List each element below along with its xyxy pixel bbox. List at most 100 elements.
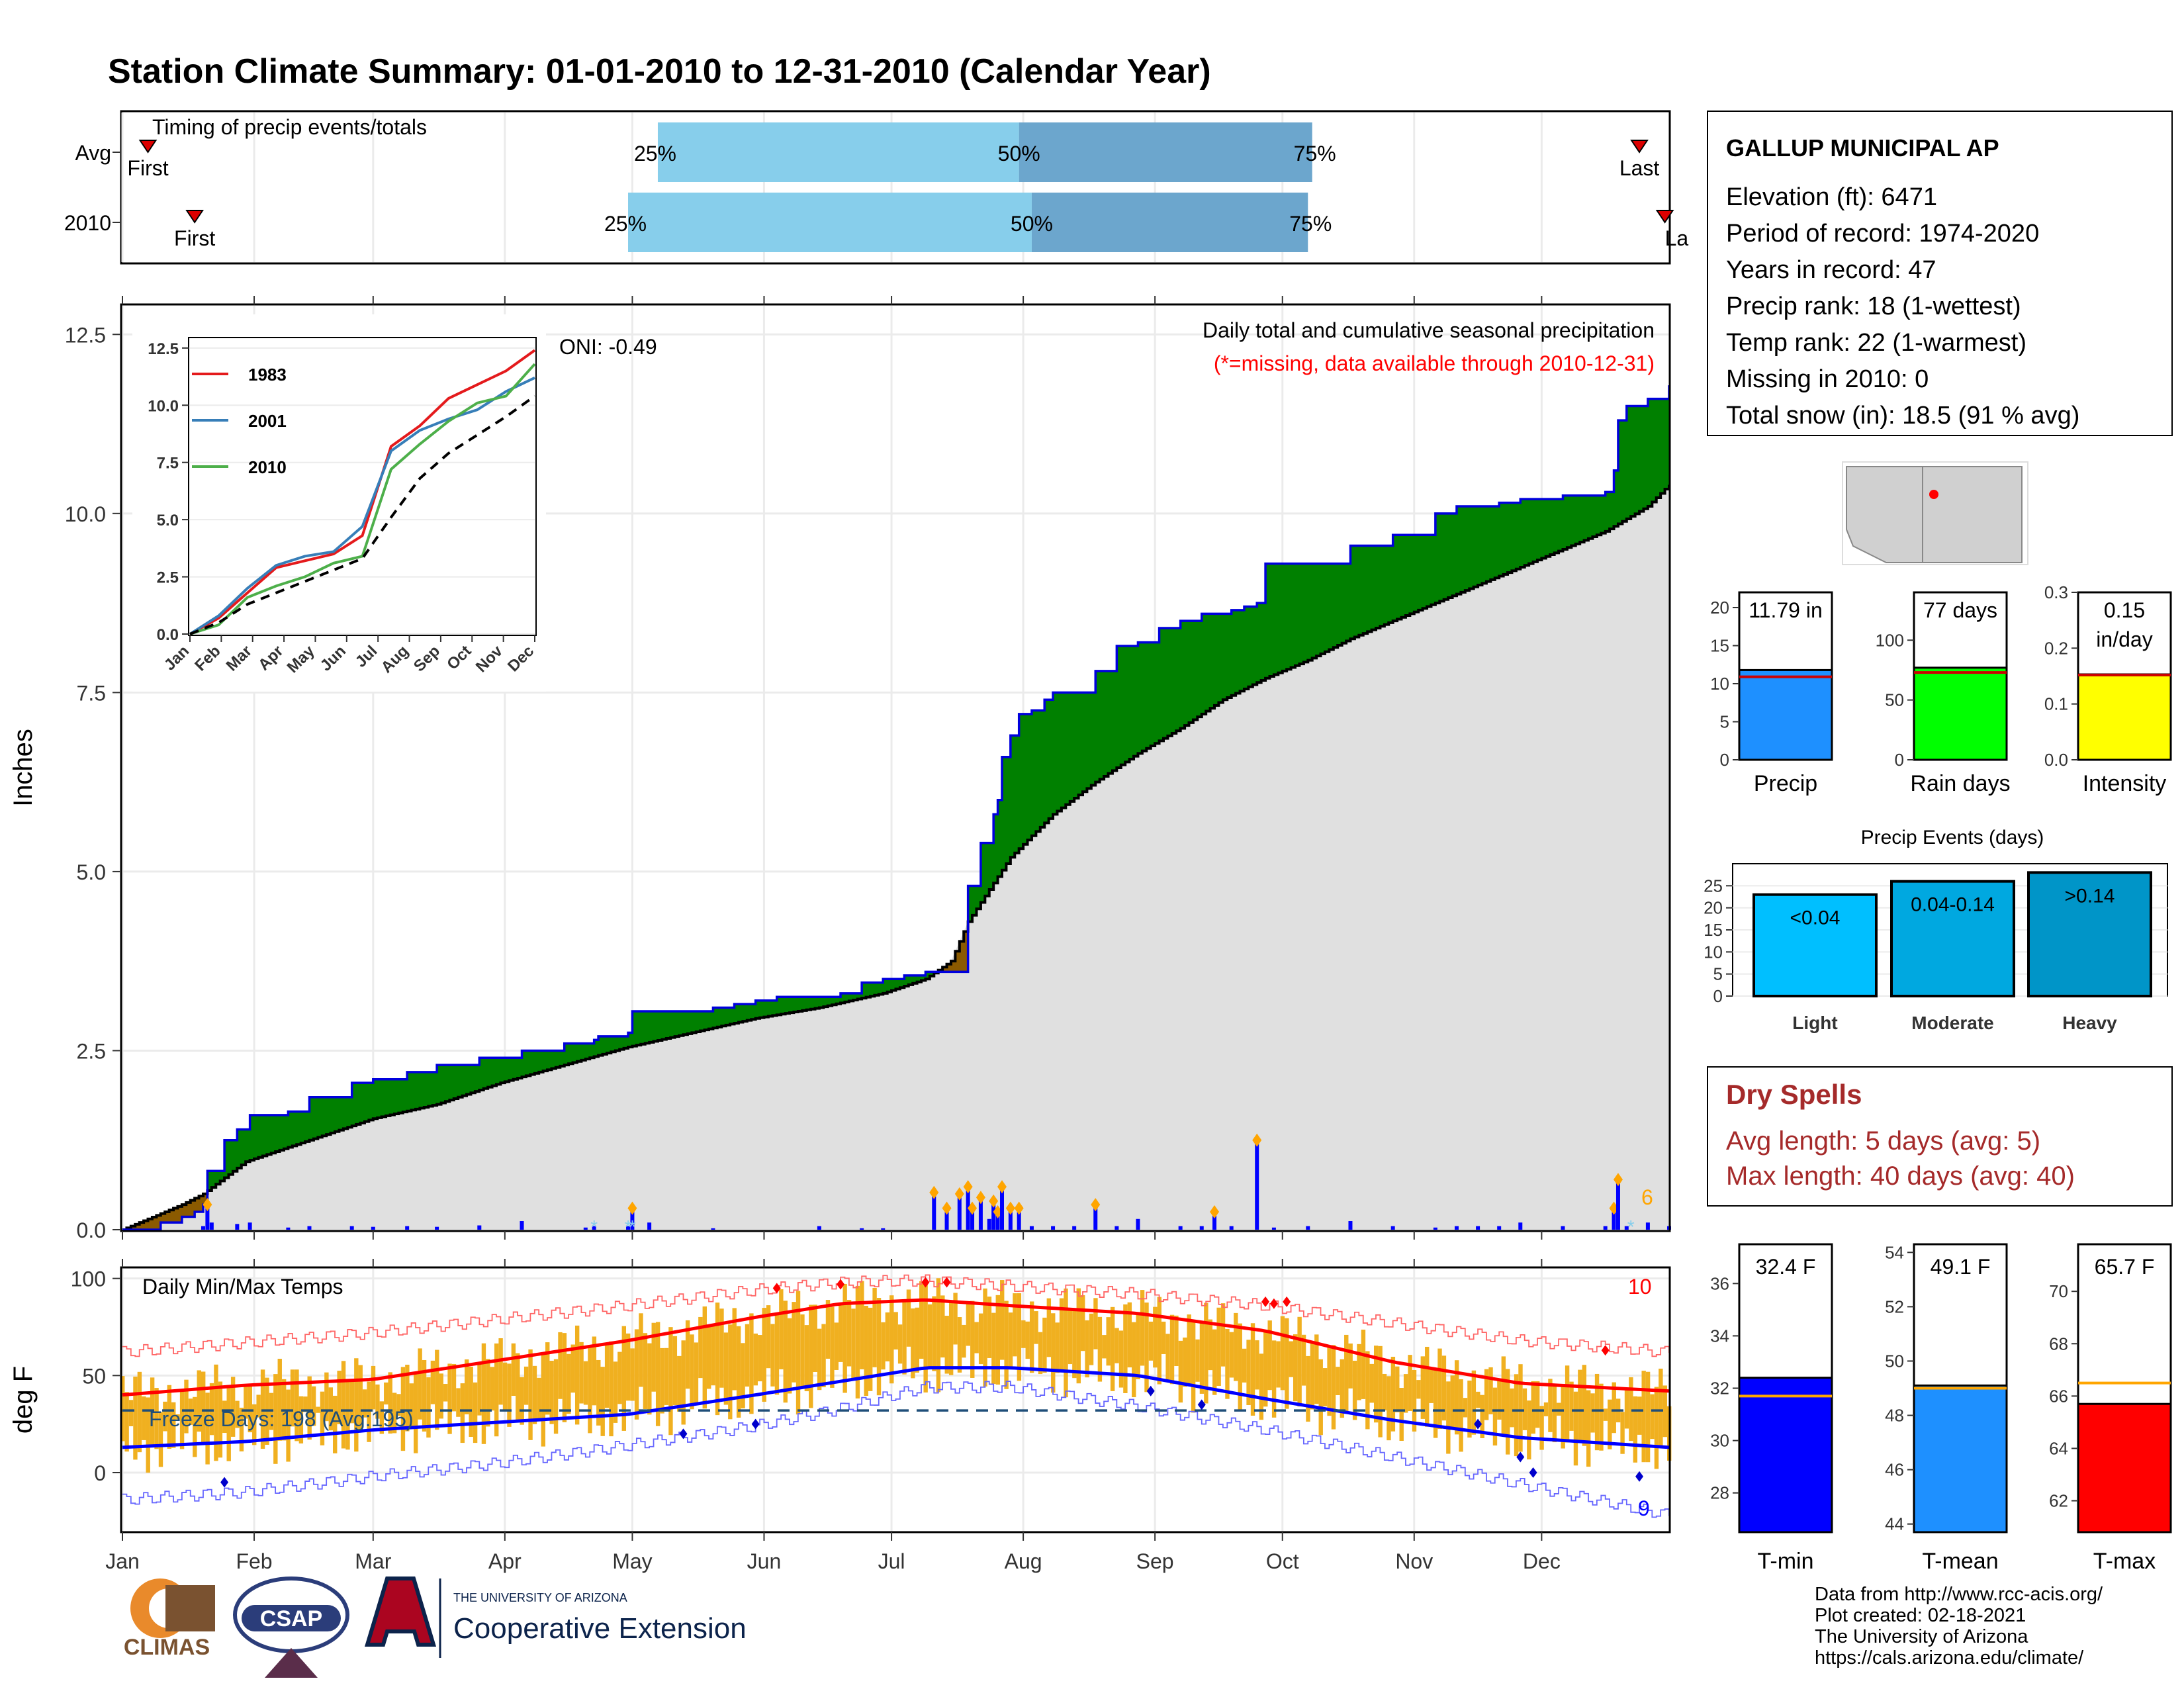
daily-temp-bar (1055, 1322, 1060, 1373)
above-avg-segment (1125, 646, 1130, 762)
above-avg-segment (666, 1011, 671, 1039)
daily-temp-bar (388, 1372, 392, 1434)
above-avg-segment (471, 1065, 476, 1093)
daily-temp-bar (201, 1371, 206, 1445)
above-avg-segment (1120, 646, 1126, 765)
daily-precip-bar (711, 1228, 715, 1230)
footer-credit-line: Plot created: 02-18-2021 (1815, 1605, 2026, 1626)
daily-temp-bar (528, 1349, 533, 1440)
daily-temp-bar (1645, 1371, 1651, 1463)
daily-temp-bar (222, 1400, 227, 1434)
below-avg-segment (148, 1218, 153, 1230)
daily-temp-bar (787, 1318, 792, 1394)
above-avg-segment (1537, 499, 1542, 561)
daily-temp-bar (1578, 1369, 1582, 1442)
daily-temp-bar (685, 1320, 690, 1389)
summary-bar-tick-label: 5 (1720, 712, 1729, 732)
above-avg-segment (271, 1115, 276, 1154)
daily-temp-bar (621, 1326, 626, 1431)
daily-temp-bar (711, 1326, 715, 1386)
above-avg-segment (525, 1050, 531, 1076)
above-avg-segment (1171, 627, 1177, 734)
temp-bar-tick-label: 32 (1710, 1379, 1729, 1398)
above-avg-segment (1193, 621, 1198, 720)
daily-temp-bar (558, 1332, 563, 1399)
temp-bar-t-mean (1913, 1384, 2008, 1533)
daily-temp-bar (800, 1314, 805, 1388)
station-info-frame (1707, 111, 2173, 436)
inset-frame (188, 337, 537, 636)
above-avg-segment (283, 1115, 289, 1149)
daily-temp-bar (523, 1366, 529, 1405)
daily-temp-bar (1165, 1334, 1170, 1382)
daily-temp-bar (1280, 1316, 1285, 1391)
daily-temp-bar (1637, 1396, 1642, 1435)
daily-precip-bar (1212, 1211, 1217, 1230)
summary-bar-tick-label: 0 (1720, 750, 1729, 770)
daily-precip-bar (520, 1221, 524, 1230)
temp-ylabel: deg F (9, 1366, 38, 1434)
missing-note: (*=missing, data available through 2010-… (1214, 351, 1655, 375)
below-avg-segment (190, 1200, 195, 1217)
month-label: Aug (1005, 1549, 1042, 1573)
summary-bar-tick-label: 100 (1876, 630, 1904, 650)
daily-temp-bar (277, 1359, 282, 1441)
daily-precip-bar (1390, 1226, 1395, 1230)
above-avg-segment (1150, 642, 1156, 746)
daily-precip-bar (286, 1227, 291, 1230)
above-avg-segment (1176, 627, 1181, 731)
daily-temp-bar (1161, 1321, 1166, 1354)
dry-spells-box: Dry Spells Avg length: 5 days (avg: 5) M… (1707, 1066, 2173, 1207)
daily-temp-bar (817, 1328, 822, 1391)
above-avg-segment (445, 1065, 450, 1102)
daily-temp-bar (664, 1348, 669, 1405)
above-avg-segment (1185, 621, 1190, 726)
daily-temp-bar (851, 1308, 856, 1381)
daily-temp-bar (252, 1404, 257, 1445)
above-avg-segment (913, 975, 918, 983)
daily-temp-bar (439, 1373, 443, 1419)
daily-temp-bar (919, 1281, 924, 1359)
daily-temp-bar (962, 1324, 966, 1358)
above-avg-segment (844, 993, 850, 1002)
above-avg-segment (1375, 545, 1381, 628)
daily-precip-bar (235, 1224, 240, 1230)
above-avg-segment (1490, 506, 1496, 580)
daily-high-marker (989, 1194, 999, 1208)
daily-temp-bar (728, 1324, 733, 1420)
timing-row-label: 2010 (64, 211, 111, 235)
daily-temp-bar (1586, 1390, 1591, 1467)
daily-temp-bar (418, 1348, 422, 1420)
daily-temp-bar (392, 1393, 397, 1434)
daily-temp-bar (1467, 1380, 1472, 1438)
above-avg-segment (1631, 406, 1636, 517)
temp-ytick-label: 0 (94, 1461, 106, 1485)
above-avg-segment (424, 1072, 429, 1107)
precip-corner-count: 6 (1641, 1185, 1653, 1209)
temp-bar-tick-label: 68 (2049, 1334, 2068, 1353)
events-bar-value: 0.04-0.14 (1911, 894, 1995, 916)
station-info-line: Period of record: 1974-2020 (1726, 220, 2039, 248)
above-avg-segment (462, 1065, 467, 1096)
daily-temp-bar (150, 1377, 155, 1447)
above-avg-segment (1303, 563, 1308, 663)
daily-temp-bar (358, 1365, 363, 1430)
inset-series-1983 (189, 349, 536, 635)
ua-small-text: THE UNIVERSITY OF ARIZONA (453, 1591, 627, 1604)
above-avg-segment (993, 814, 999, 884)
events-bar-light (1752, 893, 1878, 997)
daily-precip-bar (1136, 1218, 1140, 1230)
temp-bar-t-min (1738, 1377, 1833, 1533)
daily-precip-bar (1093, 1205, 1098, 1230)
timing-q50-label: 50% (1011, 212, 1053, 236)
daily-precip-bar (1178, 1226, 1183, 1230)
daily-temp-bar (205, 1393, 210, 1465)
above-avg-segment (1146, 642, 1152, 749)
above-avg-segment (551, 1050, 557, 1069)
record-high-marker (1283, 1296, 1291, 1307)
daily-temp-bar (825, 1300, 831, 1359)
daily-temp-bar (1497, 1379, 1502, 1420)
daily-temp-bar (1212, 1329, 1217, 1395)
daily-precip-bar (248, 1222, 252, 1230)
